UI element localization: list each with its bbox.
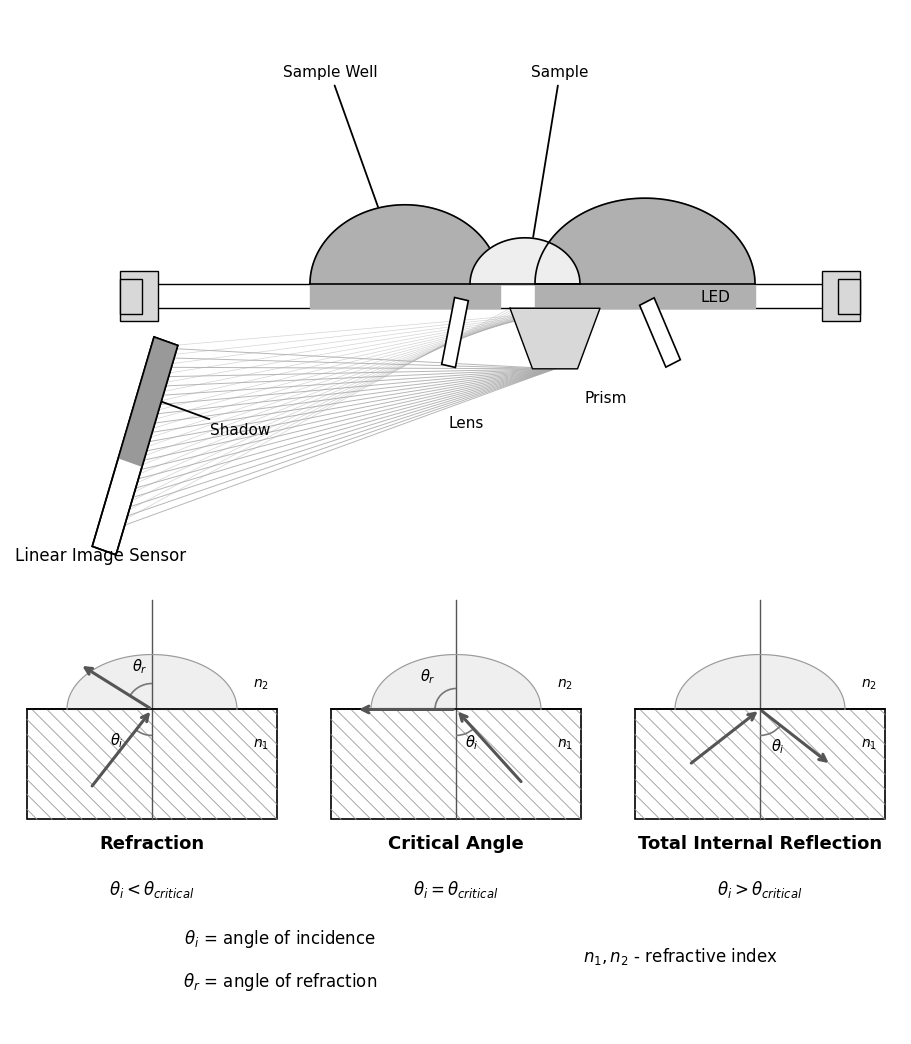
Text: LED: LED: [700, 290, 729, 305]
Bar: [120, 270, 158, 322]
Polygon shape: [371, 655, 540, 710]
Text: $\theta_i$ = angle of incidence: $\theta_i$ = angle of incidence: [184, 928, 375, 950]
Polygon shape: [92, 337, 178, 554]
Polygon shape: [469, 238, 579, 284]
Bar: [821, 270, 859, 322]
Text: $n_1, n_2$ - refractive index: $n_1, n_2$ - refractive index: [582, 946, 776, 967]
Bar: [27, 710, 277, 820]
Text: $\theta_i$: $\theta_i$: [465, 734, 478, 752]
Text: $n_2$: $n_2$: [252, 678, 269, 692]
Text: $n_2$: $n_2$: [860, 678, 876, 692]
Bar: [634, 710, 884, 820]
Polygon shape: [67, 655, 237, 710]
Text: Linear Image Sensor: Linear Image Sensor: [15, 547, 186, 565]
Polygon shape: [310, 284, 499, 308]
Polygon shape: [535, 198, 754, 284]
Text: Sample: Sample: [528, 65, 589, 252]
Text: Refraction: Refraction: [99, 835, 204, 853]
Text: $\theta_i$: $\theta_i$: [771, 737, 784, 756]
Text: Total Internal Reflection: Total Internal Reflection: [637, 835, 881, 853]
Text: $n_1$: $n_1$: [252, 737, 269, 752]
Text: $\theta_r$: $\theta_r$: [132, 658, 148, 677]
Text: $\theta_i = \theta_{critical}$: $\theta_i = \theta_{critical}$: [413, 879, 498, 900]
Text: Lens: Lens: [447, 417, 483, 431]
Text: $\theta_i < \theta_{critical}$: $\theta_i < \theta_{critical}$: [109, 879, 194, 900]
Text: $\theta_i$: $\theta_i$: [110, 732, 124, 751]
Text: Prism: Prism: [584, 392, 627, 406]
Text: $n_1$: $n_1$: [557, 737, 572, 752]
Bar: [130, 284, 849, 308]
Polygon shape: [639, 298, 680, 367]
Text: $n_2$: $n_2$: [557, 678, 572, 692]
Bar: [837, 279, 859, 314]
Bar: [331, 710, 580, 820]
Polygon shape: [509, 308, 599, 369]
Polygon shape: [535, 284, 754, 308]
Text: Shadow: Shadow: [151, 397, 270, 437]
Text: $\theta_i > \theta_{critical}$: $\theta_i > \theta_{critical}$: [717, 879, 802, 900]
Text: $n_1$: $n_1$: [860, 737, 876, 752]
Text: Sample Well: Sample Well: [282, 65, 389, 236]
Text: $\theta_r$: $\theta_r$: [420, 667, 435, 686]
Polygon shape: [118, 337, 178, 467]
Text: Critical Angle: Critical Angle: [388, 835, 523, 853]
Polygon shape: [441, 298, 467, 367]
Polygon shape: [674, 655, 844, 710]
Polygon shape: [310, 205, 499, 284]
Text: $\theta_r$ = angle of refraction: $\theta_r$ = angle of refraction: [183, 971, 376, 993]
Bar: [120, 279, 142, 314]
